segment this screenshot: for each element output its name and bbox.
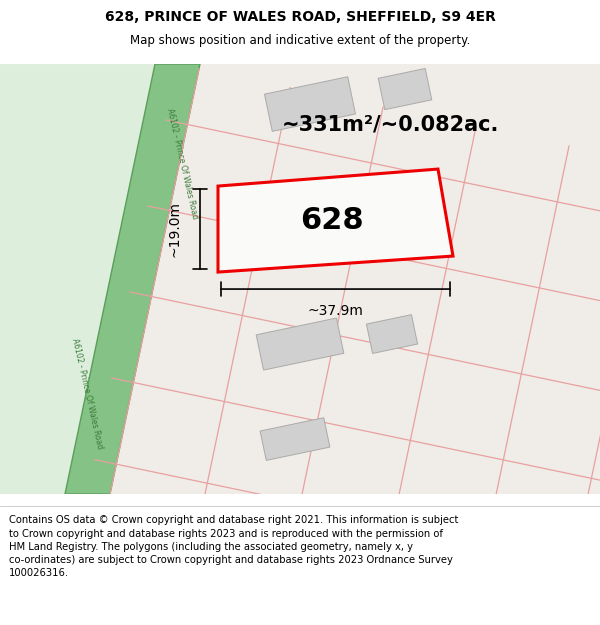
Polygon shape [367,314,418,354]
Polygon shape [261,188,349,240]
Polygon shape [260,418,330,461]
Text: A6102 - Prince Of Wales Road: A6102 - Prince Of Wales Road [165,108,199,220]
Polygon shape [95,64,600,494]
Polygon shape [265,77,355,131]
Polygon shape [65,64,200,494]
Text: 628, PRINCE OF WALES ROAD, SHEFFIELD, S9 4ER: 628, PRINCE OF WALES ROAD, SHEFFIELD, S9… [104,10,496,24]
Text: 628: 628 [300,206,364,235]
Polygon shape [256,318,344,370]
Polygon shape [378,69,432,109]
Text: Map shows position and indicative extent of the property.: Map shows position and indicative extent… [130,34,470,47]
Text: ~331m²/~0.082ac.: ~331m²/~0.082ac. [281,114,499,134]
Polygon shape [0,64,185,494]
Polygon shape [218,169,453,272]
Text: Contains OS data © Crown copyright and database right 2021. This information is : Contains OS data © Crown copyright and d… [9,515,458,578]
Polygon shape [370,182,421,221]
Text: ~19.0m: ~19.0m [168,201,182,257]
Text: ~37.9m: ~37.9m [308,304,364,318]
Text: A6102 - Prince Of Wales Road: A6102 - Prince Of Wales Road [70,338,104,450]
